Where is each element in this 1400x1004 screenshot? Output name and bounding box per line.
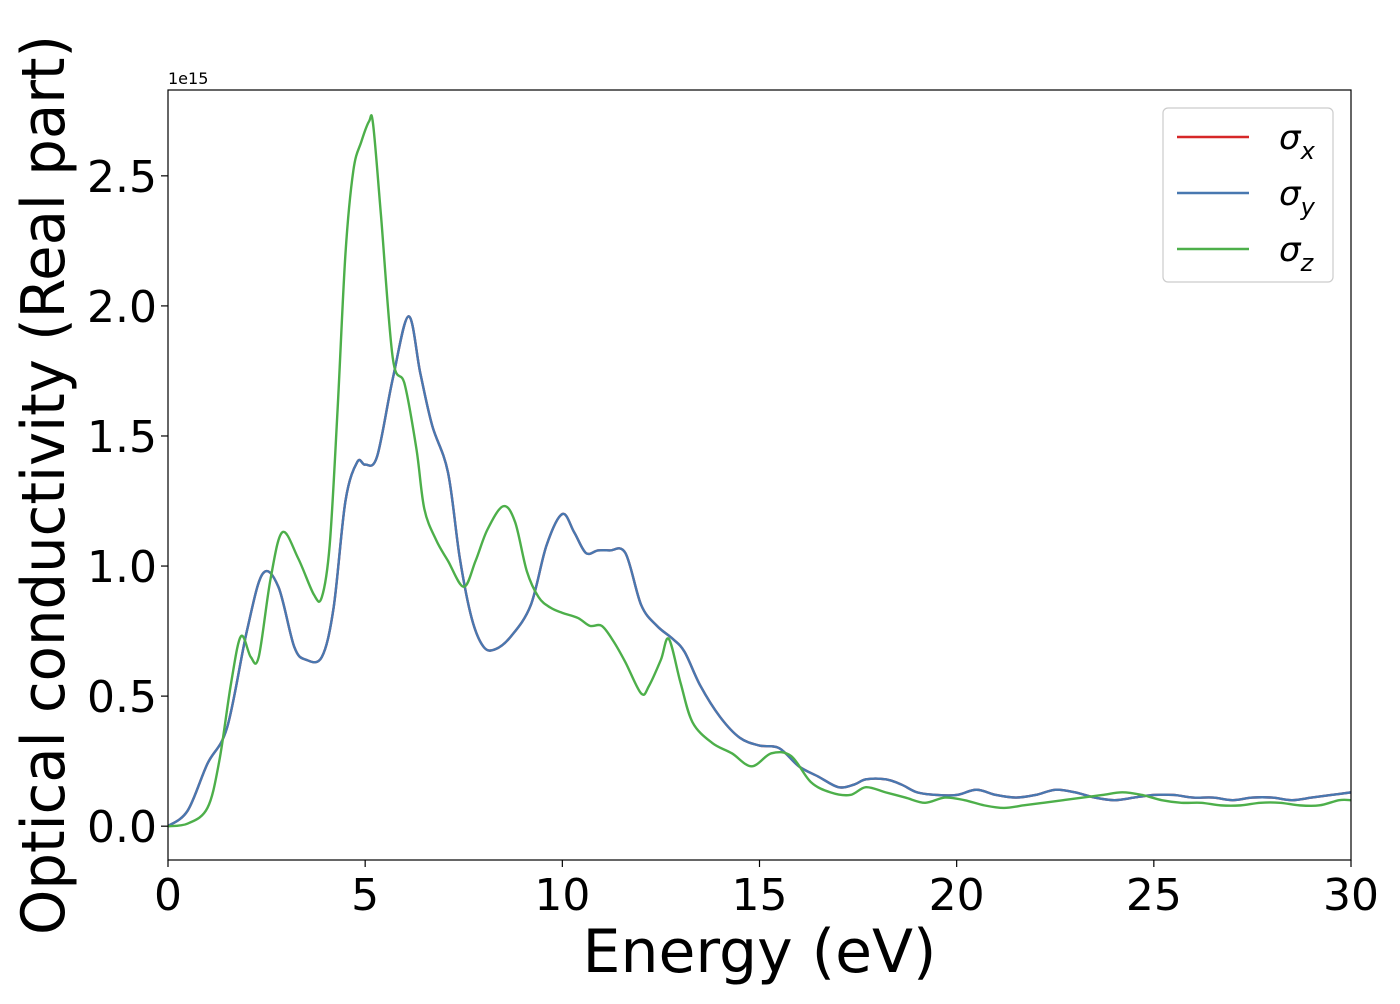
y-tick-label: 0.0 xyxy=(87,802,157,853)
x-tick-label: 15 xyxy=(732,870,788,921)
y-axis-title: Optical conductivity (Real part) xyxy=(9,35,79,935)
y-tick-label: 2.0 xyxy=(87,282,157,333)
series-line-z xyxy=(168,114,1351,828)
x-tick-label: 5 xyxy=(351,870,379,921)
y-tick-label: 0.5 xyxy=(87,672,157,723)
series-line-x xyxy=(168,315,1351,828)
y-ticks: 0.0 0.5 1.0 1.5 2.0 2.5 xyxy=(87,152,168,853)
y-offset-label: 1e15 xyxy=(168,69,208,88)
y-tick-label: 1.0 xyxy=(87,542,157,593)
x-tick-label: 20 xyxy=(929,870,985,921)
x-axis-title: Energy (eV) xyxy=(583,917,937,987)
x-tick-label: 25 xyxy=(1126,870,1182,921)
series-line-y xyxy=(168,315,1351,828)
y-tick-label: 2.5 xyxy=(87,152,157,203)
series-layer xyxy=(168,114,1351,828)
y-tick-label: 1.5 xyxy=(87,412,157,463)
x-tick-label: 10 xyxy=(534,870,590,921)
x-tick-label: 0 xyxy=(154,870,182,921)
x-tick-label: 30 xyxy=(1323,870,1379,921)
x-ticks: 0 5 10 15 20 25 30 xyxy=(154,860,1379,921)
legend-box xyxy=(1162,107,1334,283)
